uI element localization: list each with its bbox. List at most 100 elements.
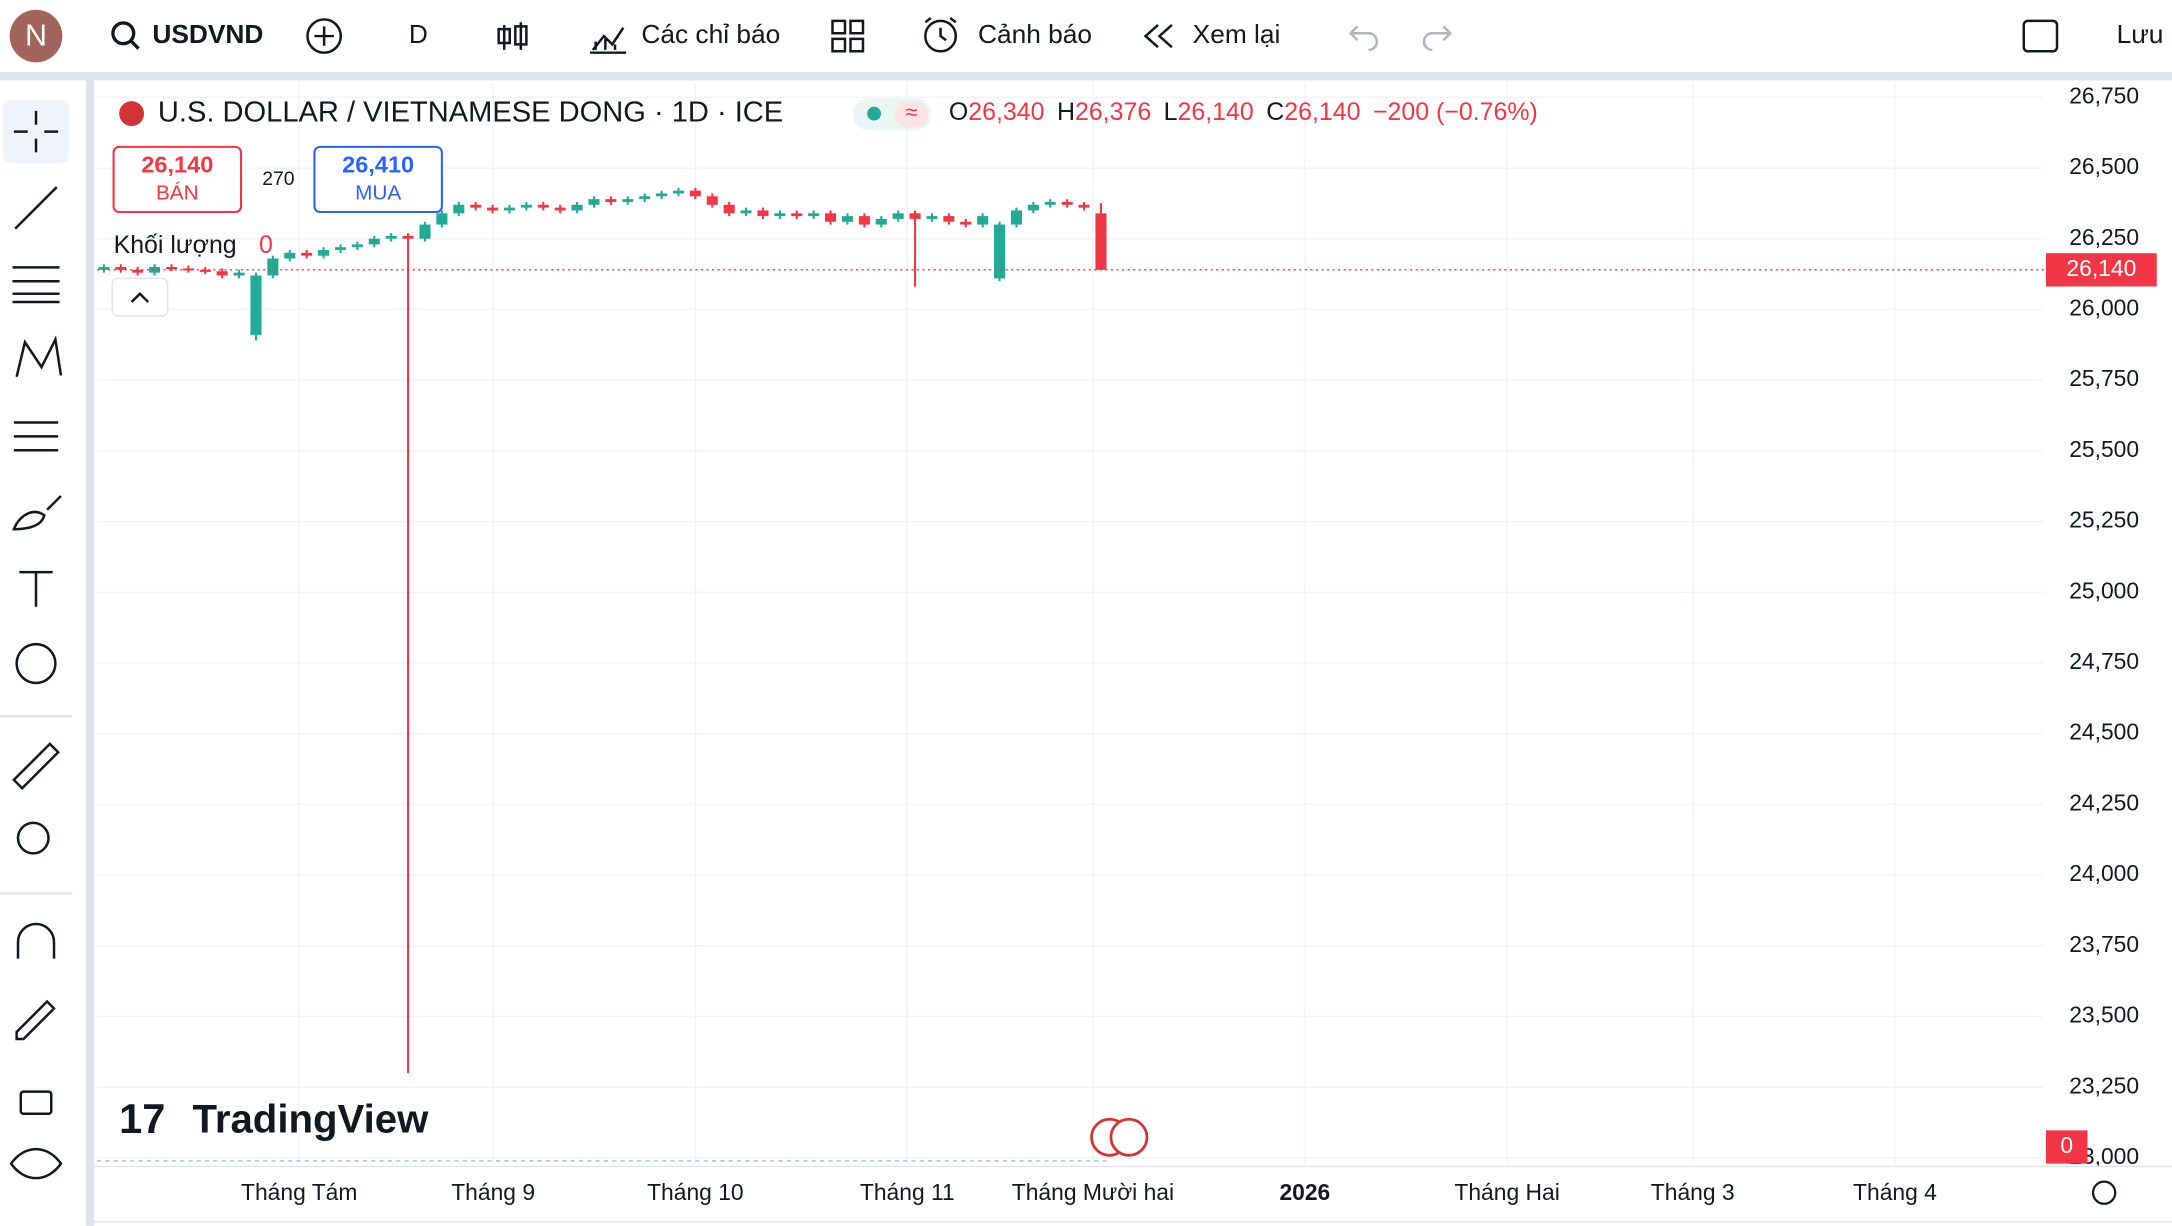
chart-title: U.S. DOLLAR / VIETNAMESE DONG · 1D · ICE: [158, 96, 783, 128]
x-tick-label: Tháng 10: [647, 1179, 744, 1205]
ohlc-l: 26,140: [1178, 98, 1254, 126]
icon-tool[interactable]: [15, 642, 57, 685]
candle-body: [334, 247, 347, 251]
brush-tool[interactable]: [12, 495, 62, 531]
volume-value: 0: [259, 231, 273, 259]
y-tick-label: 26,000: [2069, 294, 2139, 320]
y-tick-label: 23,750: [2069, 931, 2139, 957]
trendline-tool[interactable]: [14, 186, 58, 230]
candle-body: [689, 190, 701, 197]
candle-body: [740, 210, 752, 214]
candle-body: [1078, 204, 1090, 208]
replay-icon: [1143, 24, 1173, 49]
layouts[interactable]: [831, 19, 865, 53]
collapse-legend[interactable]: [111, 277, 169, 317]
tool-active: [2, 99, 70, 164]
volume-axis-box: [2045, 1130, 2088, 1164]
event-flag[interactable]: [1109, 1117, 1149, 1157]
buy-label: MUA: [355, 181, 401, 204]
chart-type[interactable]: [497, 22, 528, 50]
add-symbol[interactable]: [306, 18, 343, 54]
add-icon: [314, 26, 334, 46]
replay[interactable]: Xem lại: [1193, 19, 1281, 49]
y-tick-label: 25,500: [2069, 436, 2139, 462]
candle-body: [706, 196, 718, 205]
candle-body: [622, 199, 634, 202]
y-tick-label: 26,500: [2069, 153, 2139, 179]
candle-body: [960, 221, 972, 225]
candle-body: [909, 213, 921, 219]
avatar[interactable]: [9, 9, 63, 63]
forecast-tool[interactable]: [13, 421, 59, 452]
candle-body: [98, 267, 110, 270]
y-tick-label: 23,500: [2069, 1002, 2139, 1028]
y-tick-label: 24,750: [2069, 648, 2139, 674]
settings[interactable]: [2091, 1180, 2117, 1205]
lock-tool[interactable]: [19, 1090, 53, 1115]
candle-body: [132, 269, 144, 273]
ohlc-h_key: H: [1057, 98, 1075, 126]
candle-body: [672, 190, 685, 194]
divider: [85, 80, 95, 1226]
magnet-tool[interactable]: [16, 922, 56, 959]
candle-body: [892, 213, 904, 219]
symbol[interactable]: USDVND: [152, 19, 263, 49]
candle-body: [605, 199, 617, 202]
delayed: [894, 101, 929, 128]
candle-body: [182, 268, 194, 271]
candle-body: [808, 213, 820, 217]
candle-body: [149, 267, 161, 273]
candle-body: [656, 193, 668, 197]
candle-body: [1044, 201, 1056, 205]
sell-button[interactable]: [112, 145, 243, 214]
logo-mark: 17: [119, 1095, 165, 1142]
undo[interactable]: [1348, 25, 1379, 52]
pattern-tool[interactable]: [15, 335, 63, 378]
ohlc-h: 26,376: [1075, 98, 1151, 126]
candle-body: [1061, 201, 1073, 205]
visibility-tool[interactable]: [9, 1148, 63, 1180]
candle-body: [503, 207, 516, 211]
candle-body: [368, 238, 380, 245]
candle-body: [301, 252, 313, 256]
ohlc-change: −200 (−0.76%): [1373, 98, 1538, 126]
candle-body: [250, 275, 262, 335]
sell-label: BÁN: [156, 181, 199, 204]
candle-body: [318, 250, 330, 256]
candle-body: [233, 272, 245, 276]
volume-label: Khối lượng: [114, 231, 237, 259]
ohlc-o: 26,340: [968, 98, 1044, 126]
x-tick-label: Tháng 3: [1651, 1179, 1735, 1205]
candle-body: [419, 224, 431, 239]
candle-body: [436, 213, 448, 225]
indicators-icon: [590, 27, 627, 54]
alerts[interactable]: Cảnh báo: [978, 19, 1092, 49]
ohlc-c: 26,140: [1284, 98, 1360, 126]
candle-body: [453, 204, 465, 214]
candle-body: [165, 267, 178, 270]
candle-body: [520, 204, 532, 208]
crosshair-tool[interactable]: [13, 110, 59, 153]
indicators[interactable]: Các chỉ báo: [641, 19, 780, 49]
candle-body: [216, 271, 228, 276]
candle-body: [994, 224, 1006, 279]
spread: 270: [262, 168, 295, 190]
fib-tool[interactable]: [12, 266, 60, 304]
redo[interactable]: [1422, 25, 1453, 52]
interval[interactable]: D: [409, 19, 428, 49]
text-tool[interactable]: [19, 570, 53, 607]
save[interactable]: Lưu: [2117, 19, 2164, 49]
candle-body: [537, 204, 549, 208]
candle-body: [943, 216, 955, 222]
measure-tool[interactable]: [12, 742, 60, 790]
x-tick-label: Tháng Tám: [241, 1179, 357, 1205]
draw-lock[interactable]: [15, 999, 56, 1041]
logo: TradingView: [193, 1097, 430, 1142]
zoom-tool[interactable]: [16, 821, 50, 855]
buy-button[interactable]: [313, 145, 443, 214]
y-tick-label: 23,250: [2069, 1072, 2139, 1098]
plot: 26,750 26,500 26,250 26,000 25,750 25,500 25,2…: [94, 82, 2172, 1223]
fullscreen[interactable]: [2022, 19, 2059, 53]
